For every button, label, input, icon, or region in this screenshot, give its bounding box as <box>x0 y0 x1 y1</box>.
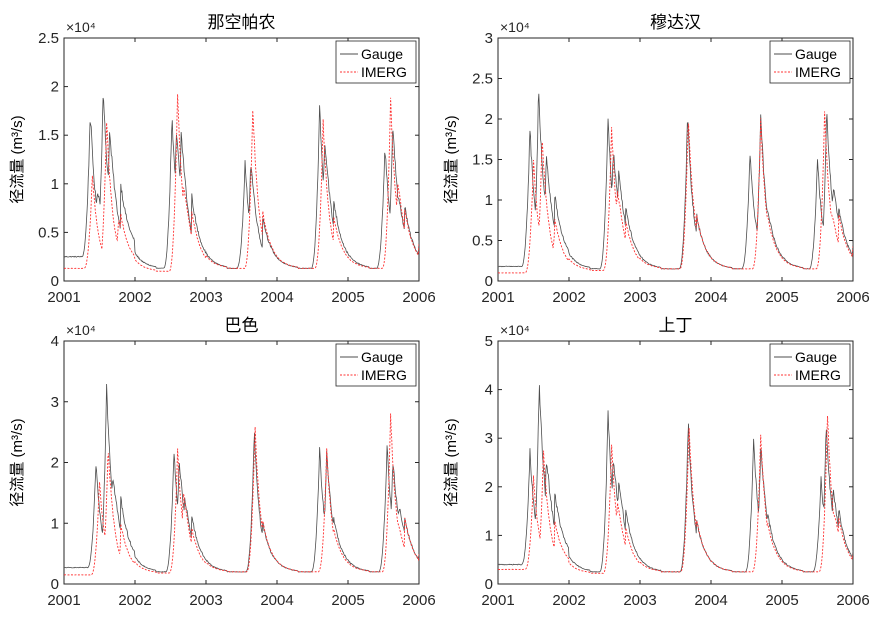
x-tick-label: 2006 <box>402 592 435 609</box>
y-tick-label: 0 <box>51 273 59 290</box>
x-tick-label: 2002 <box>552 289 585 306</box>
series-line-imerg <box>64 94 419 272</box>
legend: Gauge IMERG <box>769 40 851 84</box>
x-tick-label: 2001 <box>47 289 80 306</box>
x-tick-label: 2003 <box>623 289 656 306</box>
y-tick-label: 1 <box>51 515 59 532</box>
panel-2: 2001 2002 2003 2004 2005 2006 0 0.5 1 1.5 2 2.5 3 ×10… <box>443 13 870 306</box>
legend-label-gauge: Gauge <box>795 46 837 62</box>
legend: Gauge IMERG <box>335 343 417 387</box>
y-tick-label: 2 <box>485 479 493 496</box>
chart-title: 那空帕农 <box>208 13 276 32</box>
x-tick-label: 2001 <box>47 592 80 609</box>
x-tick-label: 2005 <box>765 592 798 609</box>
y-tick-label: 2 <box>485 111 493 128</box>
y-tick-label: 0 <box>485 273 493 290</box>
x-tick-label: 2004 <box>694 592 727 609</box>
y-multiplier: ×10⁴ <box>66 322 96 338</box>
x-tick-label: 2002 <box>552 592 585 609</box>
y-tick-label: 1.5 <box>472 152 493 169</box>
x-tick-label: 2005 <box>331 592 364 609</box>
series-line-imerg <box>498 111 853 274</box>
panel-4: 2001 2002 2003 2004 2005 2006 0 1 2 3 4 5 ×10⁴ 上丁径流量 … <box>443 316 870 609</box>
y-tick-label: 1 <box>51 176 59 193</box>
y-tick-label: 4 <box>485 382 493 399</box>
series-line-imerg <box>498 416 853 574</box>
legend-box <box>769 40 851 84</box>
x-tick-label: 2005 <box>765 289 798 306</box>
y-tick-label: 5 <box>485 333 493 350</box>
y-tick-label: 0.5 <box>472 233 493 250</box>
y-multiplier: ×10⁴ <box>66 19 96 35</box>
x-tick-label: 2006 <box>402 289 435 306</box>
legend-label-gauge: Gauge <box>361 46 403 62</box>
x-tick-label: 2002 <box>118 592 151 609</box>
y-tick-label: 3 <box>485 30 493 47</box>
y-axis-label: 径流量 (m³/s) <box>443 115 460 203</box>
x-tick-label: 2001 <box>481 289 514 306</box>
chart-title: 上丁 <box>659 316 693 335</box>
y-tick-label: 1 <box>485 527 493 544</box>
y-tick-label: 0 <box>485 576 493 593</box>
legend: Gauge IMERG <box>335 40 417 84</box>
x-tick-label: 2001 <box>481 592 514 609</box>
chart-title: 穆达汉 <box>650 13 701 32</box>
y-tick-label: 2 <box>51 79 59 96</box>
legend: Gauge IMERG <box>769 343 851 387</box>
y-axis-label: 径流量 (m³/s) <box>9 418 26 506</box>
legend-label-imerg: IMERG <box>361 367 407 383</box>
series-line-imerg <box>64 413 419 576</box>
series-line-gauge <box>64 97 419 270</box>
x-tick-label: 2003 <box>623 592 656 609</box>
y-tick-label: 4 <box>51 333 59 350</box>
legend-label-imerg: IMERG <box>361 64 407 80</box>
x-tick-label: 2003 <box>189 289 222 306</box>
y-tick-label: 0.5 <box>38 224 59 241</box>
y-tick-label: 2.5 <box>472 71 493 88</box>
legend-box <box>335 40 417 84</box>
legend-box <box>335 343 417 387</box>
y-tick-label: 0 <box>51 576 59 593</box>
legend-label-imerg: IMERG <box>795 367 841 383</box>
legend-box <box>769 343 851 387</box>
y-tick-label: 1 <box>485 192 493 209</box>
y-multiplier: ×10⁴ <box>500 19 530 35</box>
legend-label-gauge: Gauge <box>361 349 403 365</box>
x-tick-label: 2003 <box>189 592 222 609</box>
x-tick-label: 2002 <box>118 289 151 306</box>
y-axis-label: 径流量 (m³/s) <box>443 418 460 506</box>
x-tick-label: 2004 <box>694 289 727 306</box>
panel-1: 2001 2002 2003 2004 2005 2006 0 0.5 1 1.5 2 2.5 ×10⁴… <box>9 13 436 306</box>
x-tick-label: 2005 <box>331 289 364 306</box>
y-tick-label: 2.5 <box>38 30 59 47</box>
y-tick-label: 3 <box>51 394 59 411</box>
x-tick-label: 2004 <box>260 289 293 306</box>
y-tick-label: 2 <box>51 455 59 472</box>
x-tick-label: 2004 <box>260 592 293 609</box>
y-multiplier: ×10⁴ <box>500 322 530 338</box>
y-tick-label: 1.5 <box>38 127 59 144</box>
chart-title: 巴色 <box>225 316 259 335</box>
y-tick-label: 3 <box>485 430 493 447</box>
legend-label-gauge: Gauge <box>795 349 837 365</box>
x-tick-label: 2006 <box>836 289 869 306</box>
x-tick-label: 2006 <box>836 592 869 609</box>
legend-label-imerg: IMERG <box>795 64 841 80</box>
y-axis-label: 径流量 (m³/s) <box>9 115 26 203</box>
